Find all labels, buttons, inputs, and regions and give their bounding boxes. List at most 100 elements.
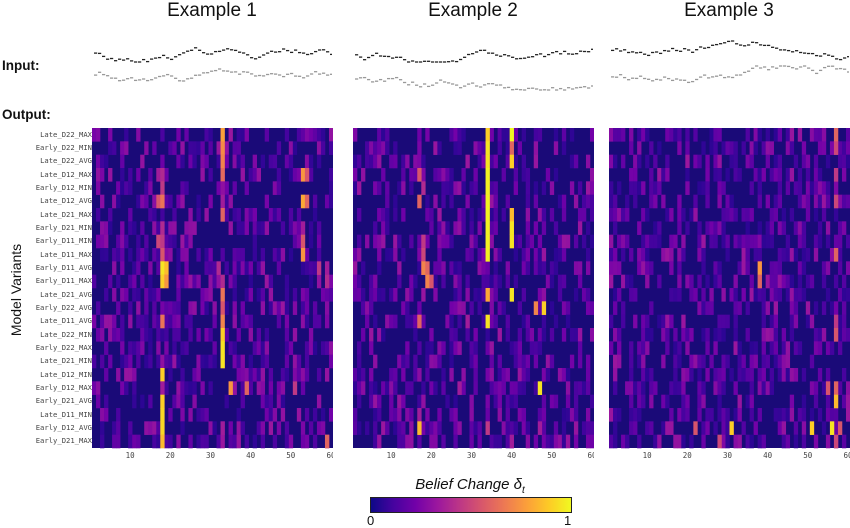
heatmap-cell	[825, 368, 831, 382]
heatmap-cell	[276, 394, 282, 409]
heatmap-cell	[677, 408, 682, 422]
heatmap-cell	[765, 354, 770, 369]
heatmap-cell	[152, 288, 157, 302]
heatmap-cell	[657, 234, 662, 249]
model-variant-label: Early_D11_MAX	[35, 276, 92, 286]
heatmap-cell	[833, 234, 839, 249]
heatmap-cell	[409, 314, 414, 329]
heatmap-cell	[637, 408, 642, 422]
heatmap-cell	[633, 168, 638, 182]
heatmap-cell	[709, 354, 714, 369]
heatmap-cell	[525, 208, 531, 222]
heatmap-cell	[845, 234, 850, 249]
heatmap-cell	[172, 234, 177, 249]
heatmap-cell-hot	[220, 208, 225, 222]
heatmap-cell	[681, 408, 686, 422]
heatmap-cell	[256, 261, 261, 275]
heatmap-cell	[276, 314, 282, 329]
heatmap-cell	[457, 221, 462, 235]
heatmap-cell	[705, 301, 710, 315]
heatmap-cell	[172, 341, 177, 355]
heatmap-cell	[773, 288, 778, 302]
heatmap-cell	[292, 368, 298, 382]
heatmap-cell	[677, 128, 682, 142]
heatmap-cell	[401, 154, 406, 169]
heatmap-cell-hot	[324, 434, 330, 449]
heatmap-cell	[128, 421, 133, 435]
heatmap-cell	[637, 434, 642, 449]
heatmap-cell	[533, 181, 539, 195]
heatmap-cell	[545, 274, 551, 289]
heatmap-cell	[284, 434, 290, 449]
heatmap-cell	[116, 234, 121, 249]
heatmap-cell	[721, 234, 726, 249]
heatmap-cell	[469, 301, 474, 315]
heatmap-cell	[417, 301, 422, 315]
heatmap-cell	[244, 181, 249, 195]
heatmap-cell	[537, 341, 543, 355]
heatmap-cell	[569, 354, 575, 369]
heatmap-cell	[96, 301, 101, 315]
heatmap-cell	[677, 288, 682, 302]
heatmap-cell	[725, 208, 730, 222]
heatmap-cell	[493, 181, 498, 195]
heatmap-cell	[689, 434, 694, 449]
heatmap-cell	[417, 234, 422, 249]
heatmap-cell	[845, 194, 850, 209]
heatmap-cell	[761, 234, 766, 249]
heatmap-cell	[473, 141, 478, 155]
heatmap-cell	[769, 341, 774, 355]
heatmap-cell	[316, 368, 322, 382]
heatmap-cell	[741, 261, 746, 275]
heatmap-cell	[288, 434, 294, 449]
heatmap-cell	[817, 128, 823, 142]
heatmap-cell	[453, 181, 458, 195]
heatmap-cell	[413, 328, 418, 342]
heatmap-cell	[493, 314, 498, 329]
heatmap-cell	[789, 274, 795, 289]
colorbar-max-label: 1	[564, 513, 572, 528]
heatmap-cell-hot	[220, 274, 225, 289]
heatmap-cell-hot	[220, 341, 225, 355]
heatmap-cell	[749, 381, 754, 395]
heatmap-cell	[777, 354, 783, 369]
heatmap-cell	[120, 234, 125, 249]
model-variant-label: Early_D12_AVG	[35, 423, 92, 432]
heatmap-cell	[437, 408, 442, 422]
heatmap-cell	[264, 194, 270, 209]
heatmap-cell	[120, 261, 125, 275]
heatmap-cell-hot	[509, 154, 514, 169]
x-tick-label: 40	[507, 451, 517, 460]
heatmap-cell	[529, 341, 535, 355]
input-sequence-3	[611, 40, 849, 84]
heatmap-cell	[537, 208, 543, 222]
heatmap-cell	[829, 301, 835, 315]
heatmap-cell	[565, 234, 571, 249]
heatmap-cell	[825, 154, 831, 169]
heatmap-cell	[773, 274, 778, 289]
heatmap-cell	[304, 368, 310, 382]
heatmap-cell-hot	[417, 168, 422, 182]
heatmap-cell	[385, 128, 390, 142]
heatmap-cell	[288, 141, 294, 155]
heatmap-cell-hot	[156, 168, 161, 182]
heatmap-cell	[657, 314, 662, 329]
heatmap-cell	[489, 194, 494, 209]
heatmap-cell	[148, 208, 153, 222]
heatmap-cell	[196, 141, 201, 155]
heatmap-cell	[789, 128, 795, 142]
heatmap-cell	[100, 194, 105, 209]
heatmap-cell	[240, 354, 245, 369]
heatmap-cell	[541, 368, 547, 382]
heatmap-cell	[168, 408, 173, 422]
heatmap-cell	[236, 328, 241, 342]
heatmap-cell	[373, 354, 378, 369]
heatmap-cell	[477, 261, 482, 275]
heatmap-cell	[505, 141, 510, 155]
heatmap-cell	[136, 168, 141, 182]
heatmap-cell	[825, 261, 831, 275]
heatmap-cell	[417, 434, 422, 449]
heatmap-cell	[357, 154, 362, 169]
heatmap-cell	[445, 181, 450, 195]
heatmap-cell	[176, 274, 181, 289]
